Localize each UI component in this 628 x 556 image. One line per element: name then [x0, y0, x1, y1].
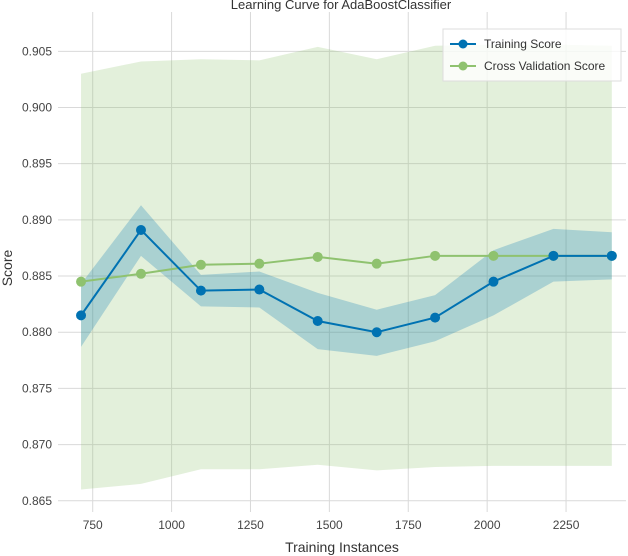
legend: Training Score Cross Validation Score	[442, 28, 622, 82]
training-score-point	[76, 310, 87, 321]
y-tick-label: 0.905	[22, 44, 52, 58]
training-score-point	[254, 284, 265, 295]
legend-swatch-cv-marker	[458, 61, 468, 71]
training-score-point	[430, 312, 441, 323]
training-score-point	[606, 250, 617, 261]
x-tick-label: 2000	[474, 518, 501, 532]
training-score-point	[371, 327, 382, 338]
training-score-point	[195, 285, 206, 296]
cv-score-band	[81, 44, 612, 490]
cv-score-point	[135, 268, 146, 279]
y-tick-label: 0.885	[22, 269, 52, 283]
cv-score-point	[371, 258, 382, 269]
legend-box	[442, 28, 622, 82]
training-score-line	[80, 228, 612, 334]
x-tick-labels: 750 1000 1250 1500 1750 2000 2250	[83, 518, 580, 532]
cv-score-point	[195, 259, 206, 270]
grid	[58, 12, 626, 512]
legend-swatch-training-marker	[458, 39, 468, 49]
x-tick-label: 750	[83, 518, 103, 532]
training-score-point	[135, 224, 146, 235]
y-tick-label: 0.870	[22, 438, 52, 452]
training-score-point	[488, 276, 499, 287]
cv-score-point	[488, 250, 499, 261]
training-score-point	[312, 315, 323, 326]
y-tick-label: 0.895	[22, 157, 52, 171]
x-tick-label: 1750	[395, 518, 422, 532]
plot-background	[58, 12, 626, 512]
x-tick-label: 1250	[237, 518, 264, 532]
cv-score-point	[76, 276, 87, 287]
y-tick-label: 0.875	[22, 381, 52, 395]
cv-score-point	[312, 251, 323, 262]
x-axis-title: Training Instances	[285, 539, 399, 555]
cv-score-point	[254, 258, 265, 269]
variance-bands	[81, 44, 612, 490]
x-tick-label: 1000	[158, 518, 185, 532]
y-tick-label: 0.900	[22, 101, 52, 115]
series-points	[76, 224, 617, 338]
legend-label-training: Training Score	[484, 37, 562, 51]
cv-score-line	[80, 254, 612, 283]
training-score-band	[81, 205, 612, 356]
y-tick-label: 0.865	[22, 494, 52, 508]
y-tick-label: 0.880	[22, 325, 52, 339]
series-lines	[80, 228, 612, 334]
legend-label-cv: Cross Validation Score	[484, 59, 605, 73]
y-axis-title: Score	[0, 250, 15, 287]
x-tick-label: 2250	[553, 518, 580, 532]
y-tick-labels: 0.865 0.870 0.875 0.880 0.885 0.890 0.895 0.900…	[22, 44, 52, 507]
cv-score-point	[430, 250, 441, 261]
chart-title: Learning Curve for AdaBoostClassifier	[231, 0, 452, 12]
x-tick-label: 1500	[316, 518, 343, 532]
y-tick-label: 0.890	[22, 213, 52, 227]
training-score-point	[548, 250, 559, 261]
